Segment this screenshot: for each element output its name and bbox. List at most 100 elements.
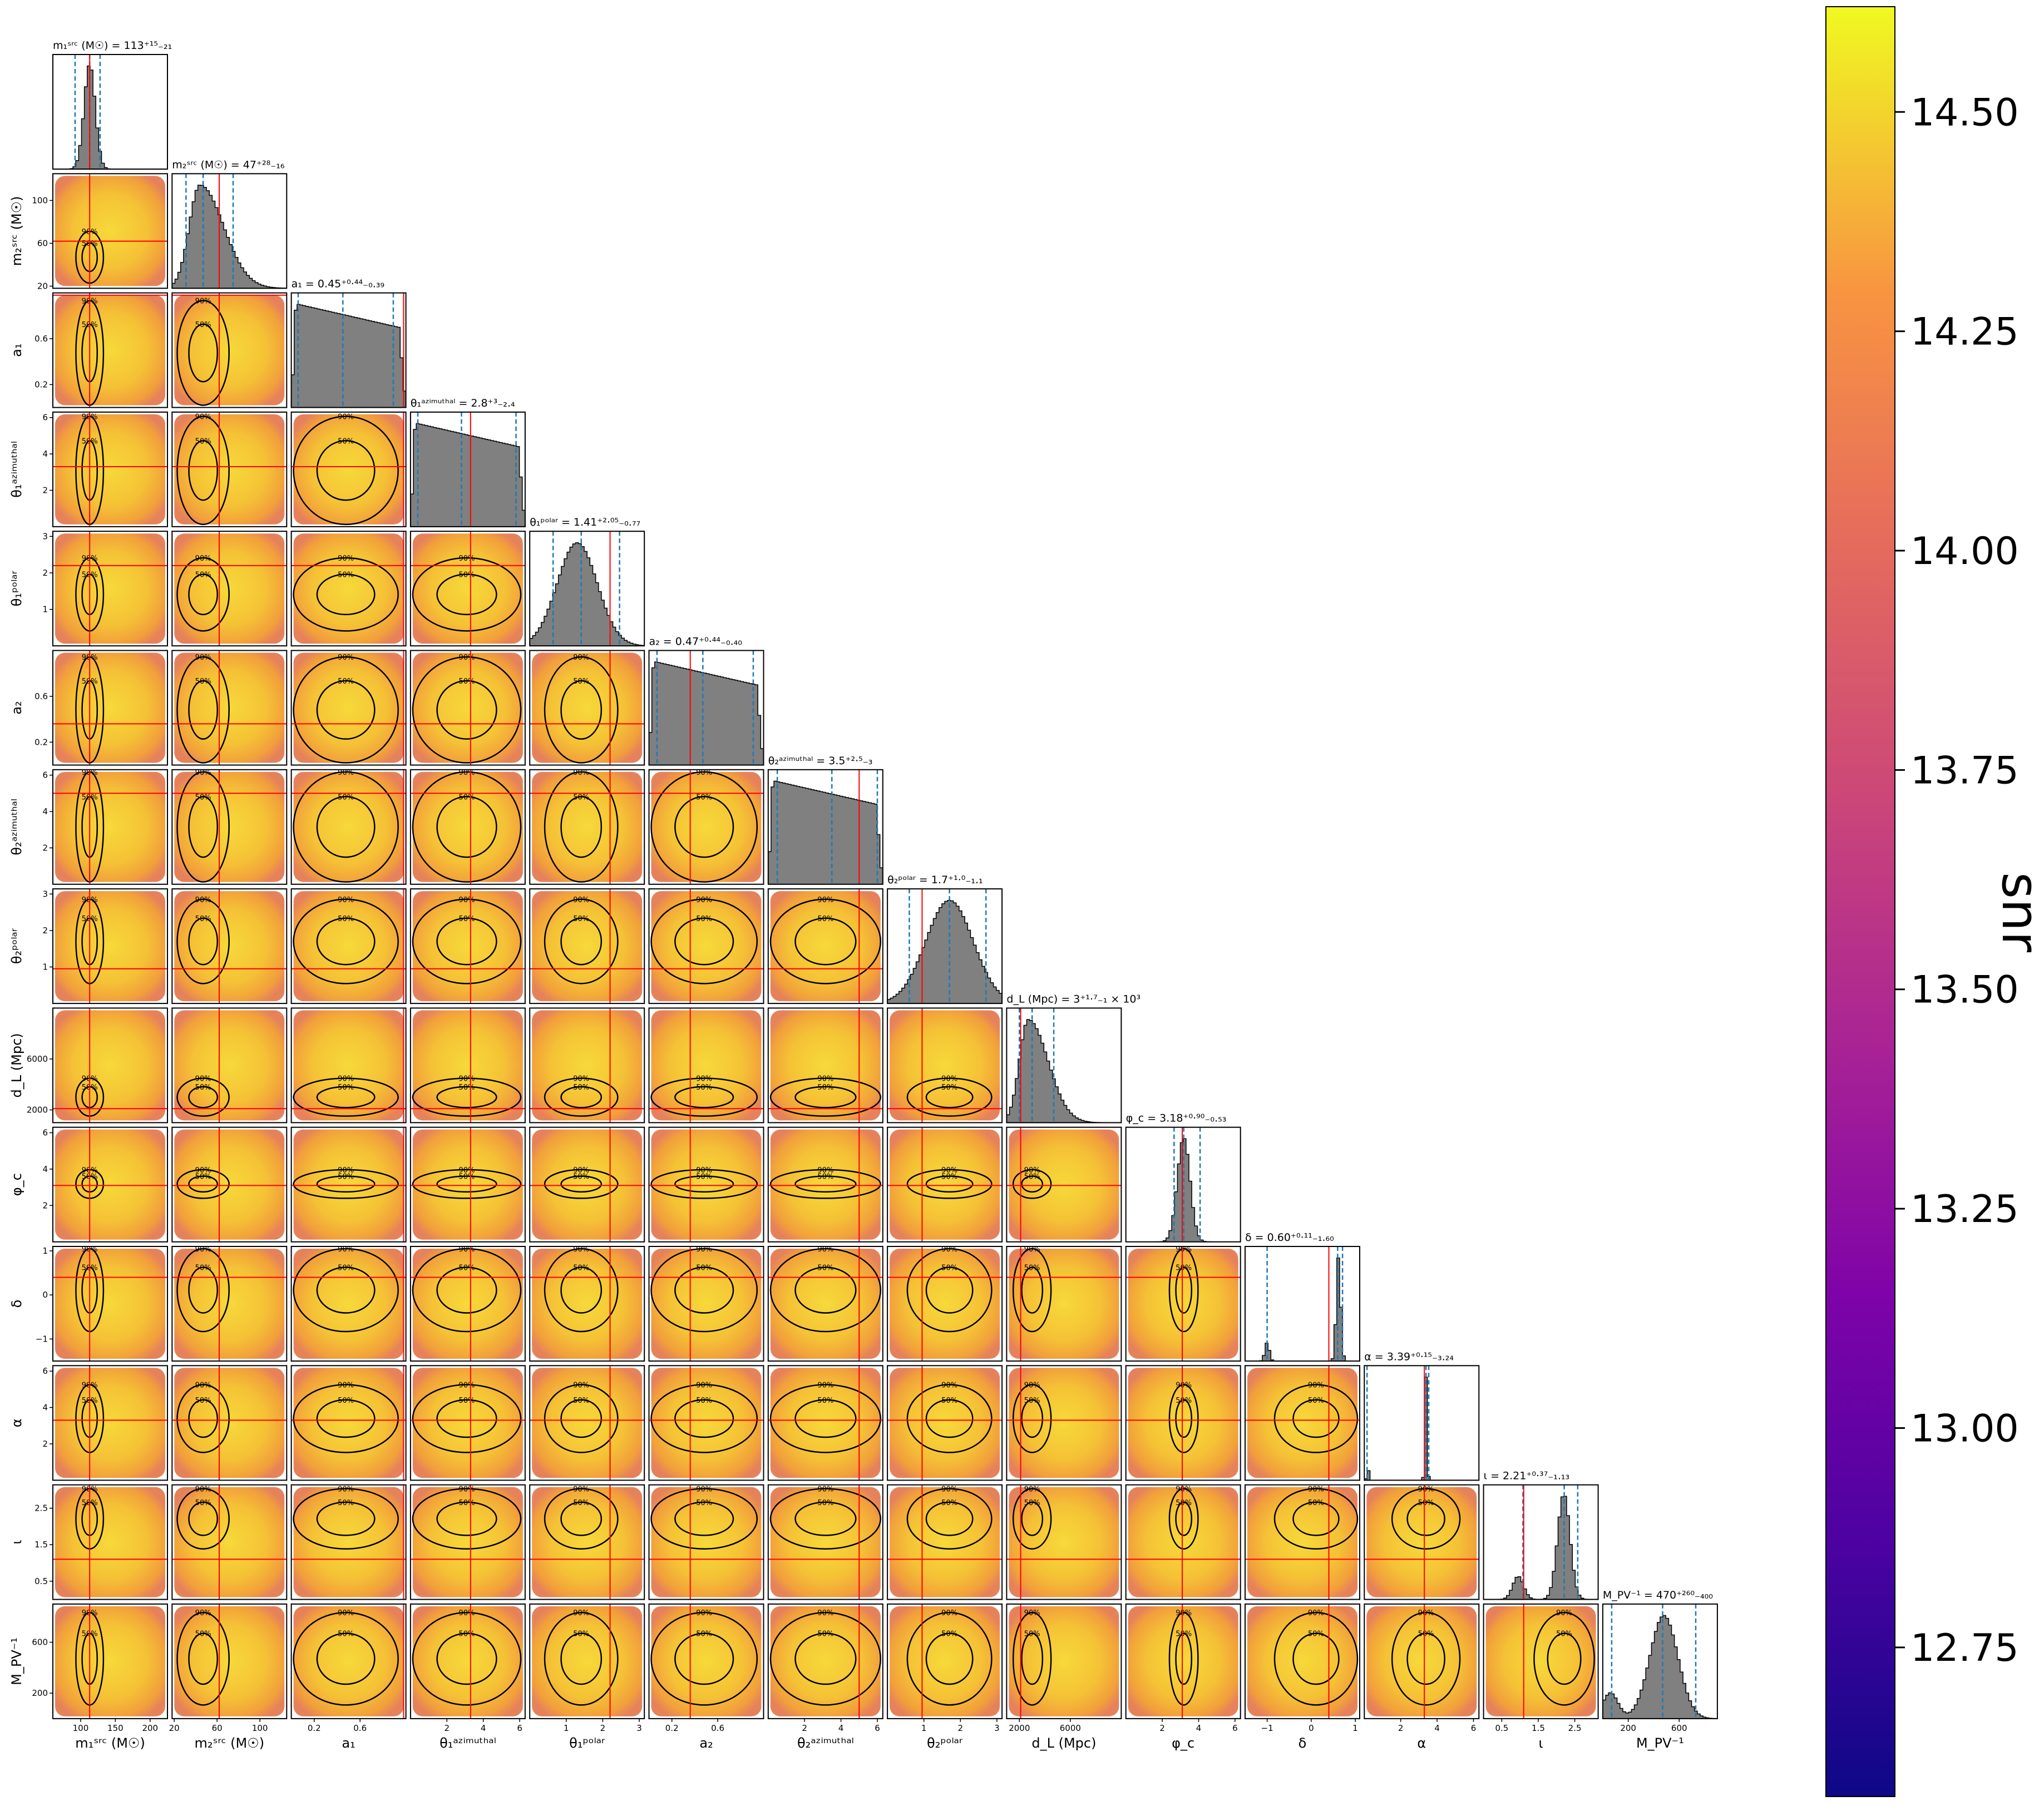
contour-90 xyxy=(544,1169,619,1199)
y-tick-label: 2.5 xyxy=(34,1503,48,1513)
contour-90 xyxy=(1012,1248,1052,1333)
snr-density xyxy=(532,1249,643,1359)
contour-50 xyxy=(188,1632,219,1685)
panel-frame xyxy=(290,531,407,647)
contour-label-90: 90% xyxy=(696,1485,712,1493)
scatter-4-2: 90% 50% xyxy=(290,531,407,647)
contour-label-50: 50% xyxy=(1024,1173,1040,1181)
contour-label-90: 90% xyxy=(195,1166,211,1175)
scatter-9-6: 90%50% xyxy=(767,1126,883,1243)
x-tick-label: 100 xyxy=(73,1723,89,1733)
scatter-7-1: 90% 50% xyxy=(171,888,288,1005)
snr-density xyxy=(55,1249,165,1359)
panel-frame xyxy=(1006,1007,1122,1124)
x-axis-label: θ₁ᵃᶻⁱᵐᵘᵗʰᵃˡ xyxy=(440,1735,496,1751)
contour-label-90: 90% xyxy=(817,1245,833,1254)
contour-label-50: 50% xyxy=(817,1630,833,1639)
panel-frame xyxy=(290,292,407,408)
panel-frame xyxy=(1364,1365,1480,1481)
scatter-6-2: 90% 50% xyxy=(290,769,407,885)
snr-density xyxy=(651,1249,762,1359)
x-tick-label: 1 xyxy=(921,1723,927,1733)
snr-density xyxy=(890,1010,1000,1121)
contour-label-90: 90% xyxy=(195,555,211,563)
contour-50 xyxy=(436,1266,497,1314)
contour-label-50: 50% xyxy=(696,1630,712,1639)
scatter-8-5: 90%50% xyxy=(648,1007,764,1124)
colorbar-tick-label: 14.25 xyxy=(1910,310,2019,354)
hist-bars xyxy=(887,899,1003,1004)
panel-frame xyxy=(887,1126,1003,1243)
param-title: θ₂ᵃᶻⁱᵐᵘᵗʰᵃˡ = 3.5⁺²·⁵₋₃ xyxy=(768,755,873,767)
panel-frame xyxy=(409,1007,526,1124)
panel-frame xyxy=(767,1126,883,1243)
contour-label-90: 90% xyxy=(696,769,712,777)
snr-density xyxy=(532,1368,643,1478)
panel-frame xyxy=(529,1484,645,1600)
snr-density xyxy=(293,891,404,1002)
snr-density xyxy=(1247,1368,1357,1478)
contour-50 xyxy=(1021,1266,1044,1314)
snr-density xyxy=(651,1129,762,1240)
panel-frame xyxy=(52,888,168,1005)
histogram-12-12: ι = 2.21⁺⁰·³⁷₋₁.₁₃ xyxy=(1483,1470,1599,1600)
panel-frame xyxy=(887,1007,1003,1124)
contour-90 xyxy=(412,1077,522,1117)
scatter-8-7: 90%50% xyxy=(887,1007,1003,1124)
panel-frame xyxy=(52,1246,168,1362)
snr-density xyxy=(55,1368,165,1478)
x-tick-label: 600 xyxy=(1671,1723,1687,1733)
contour-50 xyxy=(188,1266,219,1314)
x-axis-label: a₁ xyxy=(342,1735,355,1751)
panel-frame xyxy=(1006,1365,1122,1481)
colorbar-tick-label: 12.75 xyxy=(1910,1626,2019,1670)
snr-density xyxy=(1128,1487,1238,1597)
contour-50 xyxy=(188,1399,219,1438)
contour-50 xyxy=(316,1501,376,1536)
contour-90 xyxy=(176,1384,230,1453)
snr-density xyxy=(55,1606,165,1716)
contour-50 xyxy=(316,917,376,966)
contour-label-90: 90% xyxy=(1176,1381,1192,1389)
y-tick-label: −1 xyxy=(36,1334,48,1344)
contour-90 xyxy=(176,300,230,406)
contour-label-50: 50% xyxy=(1024,1397,1040,1405)
contour-90 xyxy=(412,557,522,632)
panel-frame xyxy=(52,1365,168,1481)
scatter-6-5: 90% 50% xyxy=(648,769,764,885)
histogram-0-0: m₁ˢʳᶜ (M☉) = 113⁺¹⁵₋₂₁ xyxy=(52,39,172,170)
contour-label-50: 50% xyxy=(338,677,354,686)
contour-label-90: 90% xyxy=(338,1485,354,1493)
contour-label-50: 50% xyxy=(459,571,475,580)
x-tick-label: 150 xyxy=(107,1723,124,1733)
colorbar: 12.75 13.00 13.25 13.50 13.75 14.00 14.25 14.50… xyxy=(1825,6,2044,1797)
scatter-9-4: 90%50% xyxy=(529,1126,645,1243)
scatter-7-5: 90% 50% xyxy=(648,888,764,1005)
x-tick-label: 0.2 xyxy=(308,1723,321,1733)
contour-label-90: 90% xyxy=(1308,1381,1324,1389)
x-tick-label: 6 xyxy=(1471,1723,1477,1733)
contour-90 xyxy=(906,1488,993,1550)
snr-density xyxy=(293,1010,404,1121)
contour-90 xyxy=(176,415,230,526)
contour-label-50: 50% xyxy=(195,1630,211,1639)
y-tick-label: 2 xyxy=(42,1200,48,1210)
panel-frame xyxy=(529,650,645,766)
contour-label-90: 90% xyxy=(573,1245,589,1254)
contour-90 xyxy=(412,1384,522,1453)
snr-density xyxy=(770,1368,881,1478)
contour-90 xyxy=(650,1248,758,1333)
contour-90 xyxy=(769,898,882,984)
contour-90 xyxy=(544,1611,619,1706)
contour-50 xyxy=(925,1399,974,1438)
contour-label-50: 50% xyxy=(941,1499,957,1507)
panel-frame xyxy=(648,1365,764,1481)
contour-90 xyxy=(1273,1488,1359,1550)
scatter-11-6: 90% 50% xyxy=(767,1365,883,1481)
y-tick-label: 1 xyxy=(42,605,48,615)
scatter-10-8: 90% 50% xyxy=(1006,1245,1122,1362)
panel-frame xyxy=(1125,1484,1241,1600)
contour-label-90: 90% xyxy=(696,1609,712,1617)
